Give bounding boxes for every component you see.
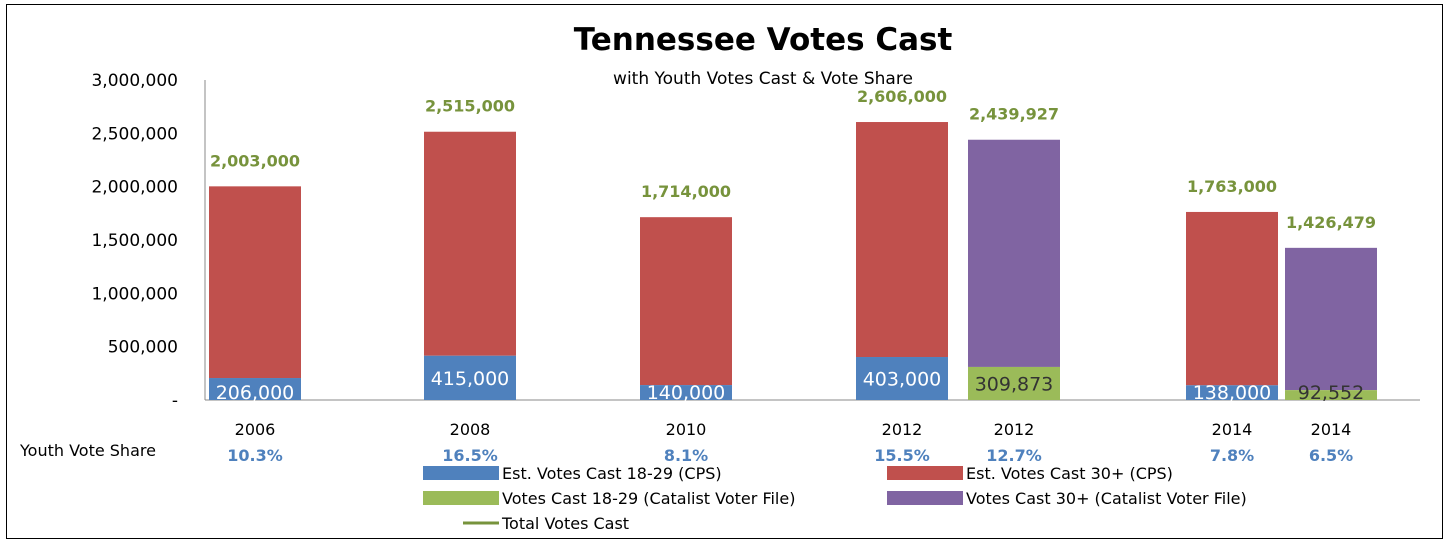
y-tick-label: 2,500,000 [91, 124, 178, 144]
x-tick-label: 2014 [1212, 420, 1253, 439]
total-votes-label: 1,714,000 [641, 182, 731, 201]
legend-swatch [887, 491, 963, 505]
bar-adult-segment [1285, 247, 1377, 391]
youth-share-label: 7.8% [1210, 446, 1254, 465]
total-votes-label: 2,003,000 [210, 151, 300, 170]
chart-title: Tennessee Votes Cast [574, 22, 953, 58]
total-votes-label: 1,426,479 [1286, 213, 1376, 232]
legend-swatch [423, 491, 499, 505]
youth-vote-shares: 10.3% 16.5% 8.1% 15.5% 12.7% 7.8% 6.5% [227, 446, 1353, 465]
youth-votes-label: 415,000 [431, 368, 510, 390]
legend-label: Total Votes Cast [501, 514, 629, 533]
youth-votes-label: 309,873 [975, 373, 1054, 395]
bar-youth-segment [968, 366, 1060, 400]
x-tick-label: 2010 [666, 420, 707, 439]
y-tick-label: - [172, 391, 178, 411]
youth-share-label: 12.7% [986, 446, 1042, 465]
y-tick-label: 1,500,000 [91, 231, 178, 251]
youth-votes-label: 403,000 [863, 369, 942, 391]
y-tick-label: 1,000,000 [91, 284, 178, 304]
youth-votes-label: 206,000 [216, 382, 295, 404]
x-tick-label: 2008 [450, 420, 491, 439]
chart-frame [6, 4, 1443, 539]
legend-label: Est. Votes Cast 30+ (CPS) [966, 464, 1173, 483]
x-tick-label: 2012 [994, 420, 1035, 439]
bar-adult-segment [968, 139, 1060, 367]
bar-adult-segment [1186, 211, 1278, 386]
bar-adult-segment [856, 122, 948, 358]
youth-share-label: 16.5% [442, 446, 498, 465]
bar-youth-segment [424, 355, 516, 400]
youth-share-label: 10.3% [227, 446, 283, 465]
bar-adult-segment [424, 131, 516, 356]
y-tick-label: 500,000 [108, 338, 178, 358]
youth-votes-label: 138,000 [1193, 382, 1272, 404]
youth-share-label: 6.5% [1309, 446, 1353, 465]
bar-adult-segment [640, 217, 732, 386]
data-labels: 2,003,000 206,000 2,515,000 415,000 1,714,00… [210, 87, 1376, 404]
legend-swatch [887, 466, 963, 480]
y-tick-label: 3,000,000 [91, 71, 178, 91]
youth-share-label: 8.1% [664, 446, 708, 465]
y-tick-label: 2,000,000 [91, 178, 178, 198]
chart-subtitle: with Youth Votes Cast & Vote Share [613, 69, 913, 89]
x-axis: 2006 2008 2010 2012 2012 2014 2014 [235, 420, 1352, 439]
x-tick-label: 2006 [235, 420, 276, 439]
total-votes-label: 1,763,000 [1187, 177, 1277, 196]
total-votes-label: 2,515,000 [425, 97, 515, 116]
bar-youth-segment [1186, 385, 1278, 400]
legend: Est. Votes Cast 18-29 (CPS) Est. Votes Ca… [423, 464, 1247, 533]
bar-youth-segment [856, 357, 948, 400]
y-axis: - 500,000 1,000,000 1,500,000 2,000,000 2,500… [91, 71, 1420, 411]
legend-swatch [423, 466, 499, 480]
bar-youth-segment [1285, 390, 1377, 400]
x-tick-label: 2014 [1311, 420, 1352, 439]
legend-label: Votes Cast 18-29 (Catalist Voter File) [502, 489, 795, 508]
youth-votes-label: 140,000 [647, 382, 726, 404]
youth-share-label: 15.5% [874, 446, 930, 465]
bars [209, 122, 1377, 400]
legend-label: Votes Cast 30+ (Catalist Voter File) [966, 489, 1247, 508]
youth-votes-label: 92,552 [1298, 382, 1364, 404]
legend-label: Est. Votes Cast 18-29 (CPS) [502, 464, 722, 483]
bar-youth-segment [209, 378, 301, 400]
total-votes-label: 2,439,927 [969, 105, 1059, 124]
total-votes-label: 2,606,000 [857, 87, 947, 106]
youth-vote-share-title: Youth Vote Share [19, 441, 156, 460]
bar-youth-segment [640, 385, 732, 400]
x-tick-label: 2012 [882, 420, 923, 439]
bar-adult-segment [209, 186, 301, 379]
